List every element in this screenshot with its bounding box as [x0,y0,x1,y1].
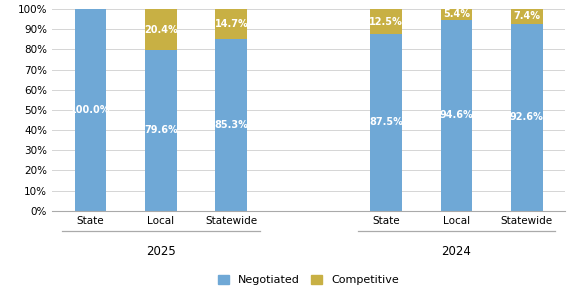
Text: 5.4%: 5.4% [443,9,470,20]
Bar [145,50,177,211]
Text: 87.5%: 87.5% [369,117,403,127]
Text: 94.6%: 94.6% [440,110,473,120]
Text: 7.4%: 7.4% [514,11,540,21]
Bar [215,9,247,39]
Bar [511,24,542,211]
Text: 85.3%: 85.3% [215,120,248,130]
Bar [511,9,542,24]
Bar [441,9,472,20]
Text: 12.5%: 12.5% [369,17,403,26]
Text: 20.4%: 20.4% [144,25,178,35]
Legend: Negotiated, Competitive: Negotiated, Competitive [214,271,403,290]
Bar [75,9,106,211]
Bar [215,39,247,211]
Text: 100.0%: 100.0% [70,105,111,115]
Text: 2025: 2025 [146,245,176,258]
Bar [441,20,472,211]
Text: 92.6%: 92.6% [510,112,544,122]
Bar [370,9,402,34]
Text: 2024: 2024 [441,245,471,258]
Text: 14.7%: 14.7% [215,19,248,29]
Bar [145,9,177,50]
Text: 79.6%: 79.6% [144,126,178,135]
Bar [370,34,402,211]
